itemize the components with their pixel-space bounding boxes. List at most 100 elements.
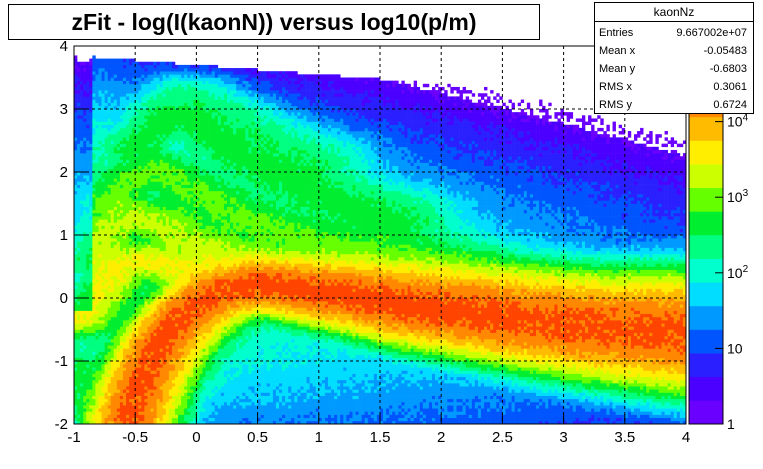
heatmap-cell: [199, 128, 202, 131]
heatmap-cell: [151, 304, 154, 307]
heatmap-cell: [123, 254, 126, 257]
heatmap-cell: [83, 307, 86, 310]
heatmap-cell: [147, 326, 150, 329]
heatmap-cell: [86, 235, 89, 238]
heatmap-cell: [108, 289, 111, 292]
heatmap-cell: [175, 342, 178, 345]
heatmap-cell: [169, 342, 172, 345]
heatmap-cell: [77, 411, 80, 414]
heatmap-cell: [83, 147, 86, 150]
heatmap-cell: [178, 367, 181, 370]
heatmap-cell: [199, 408, 202, 411]
heatmap-cell: [129, 188, 132, 191]
heatmap-cell: [203, 71, 206, 74]
heatmap-cell: [144, 307, 147, 310]
heatmap-cell: [129, 156, 132, 159]
heatmap-cell: [89, 71, 92, 74]
heatmap-cell: [178, 115, 181, 118]
heatmap-cell: [144, 219, 147, 222]
heatmap-cell: [92, 298, 95, 301]
heatmap-cell: [89, 377, 92, 380]
heatmap-cell: [190, 163, 193, 166]
heatmap-cell: [98, 370, 101, 373]
heatmap-cell: [123, 377, 126, 380]
heatmap-cell: [141, 386, 144, 389]
heatmap-cell: [120, 241, 123, 244]
heatmap-cell: [206, 386, 209, 389]
heatmap-cell: [203, 244, 206, 247]
heatmap-cell: [181, 188, 184, 191]
heatmap-cell: [141, 370, 144, 373]
heatmap-cell: [190, 270, 193, 273]
heatmap-cell: [111, 150, 114, 153]
heatmap-cell: [163, 235, 166, 238]
heatmap-cell: [184, 304, 187, 307]
heatmap-cell: [166, 367, 169, 370]
heatmap-cell: [163, 399, 166, 402]
heatmap-cell: [206, 285, 209, 288]
heatmap-cell: [147, 342, 150, 345]
heatmap-cell: [169, 172, 172, 175]
heatmap-cell: [102, 153, 105, 156]
heatmap-cell: [102, 330, 105, 333]
heatmap-cell: [154, 336, 157, 339]
heatmap-cell: [114, 219, 117, 222]
heatmap-cell: [74, 78, 77, 81]
heatmap-cell: [147, 163, 150, 166]
heatmap-cell: [163, 103, 166, 106]
heatmap-cell: [129, 355, 132, 358]
heatmap-cell: [144, 342, 147, 345]
heatmap-cell: [144, 289, 147, 292]
heatmap-cell: [163, 323, 166, 326]
heatmap-cell: [86, 267, 89, 270]
heatmap-cell: [206, 402, 209, 405]
heatmap-cell: [126, 68, 129, 71]
heatmap-cell: [172, 172, 175, 175]
heatmap-cell: [95, 118, 98, 121]
heatmap-cell: [178, 188, 181, 191]
heatmap-cell: [187, 131, 190, 134]
heatmap-cell: [166, 87, 169, 90]
heatmap-cell: [135, 163, 138, 166]
heatmap-cell: [135, 260, 138, 263]
heatmap-cell: [117, 59, 120, 62]
heatmap-cell: [129, 118, 132, 121]
heatmap-cell: [154, 374, 157, 377]
heatmap-cell: [126, 241, 129, 244]
heatmap-cell: [83, 150, 86, 153]
heatmap-cell: [114, 96, 117, 99]
heatmap-cell: [178, 96, 181, 99]
heatmap-cell: [160, 191, 163, 194]
heatmap-cell: [95, 175, 98, 178]
heatmap-cell: [160, 109, 163, 112]
heatmap-cell: [175, 150, 178, 153]
heatmap-cell: [147, 210, 150, 213]
heatmap-cell: [172, 163, 175, 166]
heatmap-cell: [105, 345, 108, 348]
heatmap-cell: [111, 181, 114, 184]
heatmap-cell: [102, 219, 105, 222]
heatmap-cell: [111, 59, 114, 62]
heatmap-cell: [98, 156, 101, 159]
heatmap-cell: [77, 386, 80, 389]
heatmap-cell: [144, 336, 147, 339]
heatmap-cell: [102, 141, 105, 144]
heatmap-cell: [126, 150, 129, 153]
heatmap-cell: [117, 304, 120, 307]
heatmap-cell: [184, 144, 187, 147]
heatmap-cell: [114, 311, 117, 314]
heatmap-cell: [111, 71, 114, 74]
heatmap-cell: [190, 254, 193, 257]
heatmap-cell: [172, 235, 175, 238]
heatmap-cell: [98, 348, 101, 351]
heatmap-cell: [178, 361, 181, 364]
heatmap-cell: [172, 197, 175, 200]
heatmap-cell: [187, 326, 190, 329]
heatmap-cell: [151, 370, 154, 373]
heatmap-cell: [163, 185, 166, 188]
heatmap-cell: [181, 125, 184, 128]
heatmap-cell: [111, 100, 114, 103]
heatmap-cell: [206, 326, 209, 329]
heatmap-cell: [86, 276, 89, 279]
heatmap-cell: [187, 364, 190, 367]
